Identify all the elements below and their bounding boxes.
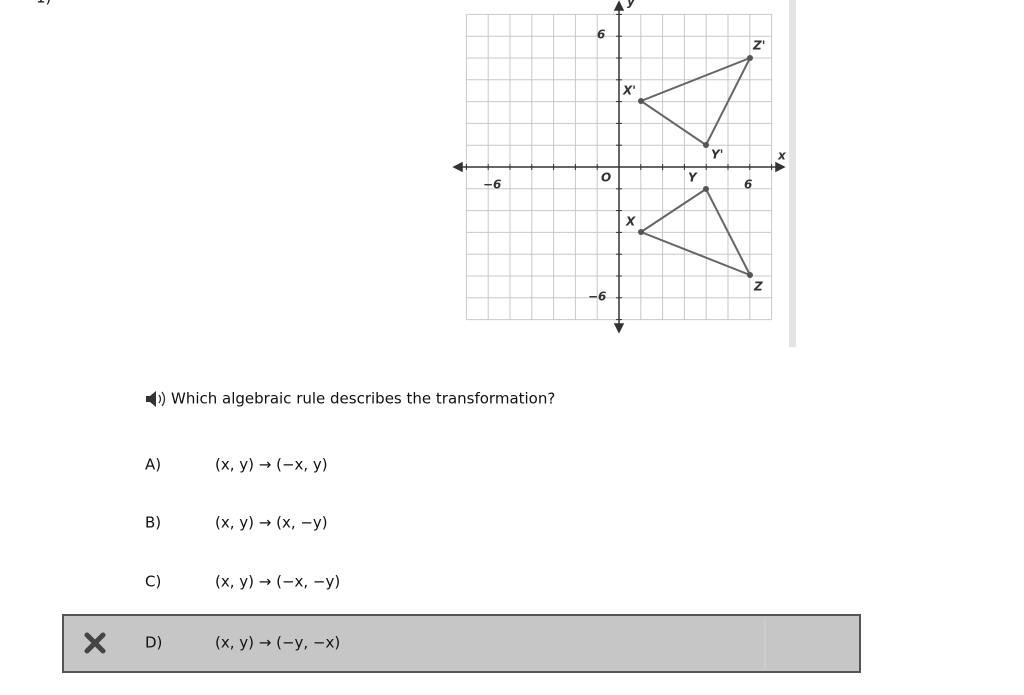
selected-answer-row[interactable] bbox=[62, 614, 861, 673]
sound-waves bbox=[158, 391, 166, 407]
choice-letter[interactable]: A) bbox=[145, 456, 161, 474]
choice-text[interactable]: (x, y) → (−x, y) bbox=[215, 456, 328, 474]
vertex bbox=[703, 186, 709, 192]
point-label: Y' bbox=[711, 148, 723, 162]
point-label: X' bbox=[622, 84, 636, 98]
vertex bbox=[638, 229, 644, 235]
incorrect-icon bbox=[84, 632, 106, 654]
point-label: Z' bbox=[752, 39, 765, 53]
choice-letter[interactable]: C) bbox=[145, 573, 161, 591]
vertex bbox=[703, 142, 709, 148]
arrow bbox=[613, 323, 625, 334]
vertex bbox=[638, 98, 644, 104]
speaker[interactable] bbox=[146, 391, 156, 407]
choices: A) (x, y) → (−x, y) B) (x, y) → (x, −y) C) (x… bbox=[145, 456, 340, 652]
tick-label: 6 bbox=[597, 28, 605, 42]
choice-letter[interactable]: B) bbox=[145, 514, 161, 532]
point-label: Y bbox=[688, 171, 698, 185]
axis-label: y bbox=[627, 0, 636, 9]
arrow bbox=[613, 0, 625, 11]
question-number: 1) bbox=[36, 0, 51, 7]
triangles bbox=[638, 56, 753, 277]
choice-text[interactable]: (x, y) → (−x, −y) bbox=[215, 573, 340, 591]
vertex bbox=[747, 55, 753, 61]
choice-text[interactable]: (x, y) → (−y, −x) bbox=[215, 634, 340, 652]
point-label: Z bbox=[753, 280, 763, 294]
arrow bbox=[452, 161, 463, 173]
question: Which algebraic rule describes the trans… bbox=[171, 390, 555, 408]
triangle-image bbox=[638, 56, 753, 147]
choice-letter[interactable]: D) bbox=[145, 634, 162, 652]
arrow bbox=[775, 161, 786, 173]
origin-label: O bbox=[601, 171, 611, 185]
tick-label: 6 bbox=[744, 178, 752, 192]
vertices bbox=[638, 55, 753, 278]
triangle-preimage bbox=[638, 187, 753, 277]
vertex bbox=[747, 272, 753, 278]
axis-label: x bbox=[777, 149, 787, 163]
scrollbar bbox=[789, 0, 796, 347]
axes bbox=[452, 0, 786, 334]
choice-text[interactable]: (x, y) → (x, −y) bbox=[215, 514, 328, 532]
tick-label: −6 bbox=[483, 178, 501, 192]
point-label: X bbox=[625, 215, 636, 229]
speaker-icon[interactable] bbox=[146, 391, 166, 407]
tick-label: −6 bbox=[588, 290, 606, 304]
